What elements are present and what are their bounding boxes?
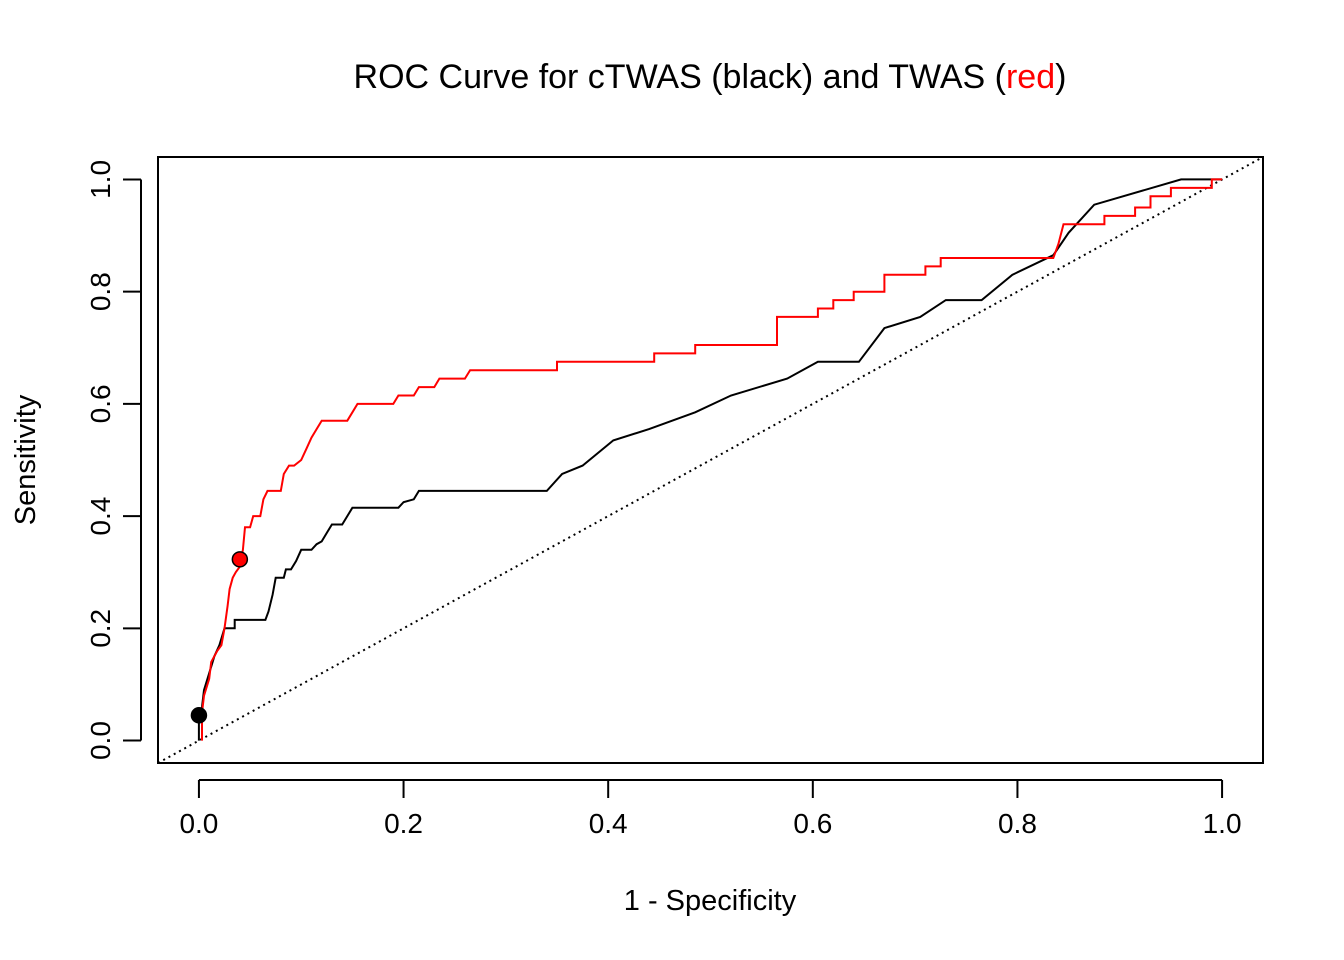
- x-tick-label: 0.8: [998, 808, 1037, 839]
- y-tick-label: 1.0: [85, 160, 116, 199]
- x-tick-label: 0.2: [384, 808, 423, 839]
- x-tick-label: 1.0: [1203, 808, 1242, 839]
- plot-frame: [157, 156, 1264, 764]
- y-axis: 0.0 0.2 0.4 0.6 0.8 1.0: [85, 160, 142, 760]
- x-tick-label: 0.0: [179, 808, 218, 839]
- chart-title-prefix: ROC Curve for cTWAS (black) and TWAS (: [354, 58, 1007, 96]
- plot-area: [157, 156, 1264, 764]
- y-axis-label: Sensitivity: [10, 394, 42, 525]
- ctwas-roc-line: [197, 178, 1223, 741]
- chart-title: ROC Curve for cTWAS (black) and TWAS (re…: [354, 58, 1067, 96]
- ctwas-threshold-marker: [190, 707, 208, 724]
- diagonal-reference-line: [157, 156, 1264, 764]
- chart-title-highlight: red: [1006, 58, 1055, 96]
- x-axis-label: 1 - Specificity: [624, 885, 797, 917]
- y-tick-label: 0.8: [85, 272, 116, 311]
- x-axis: 0.0 0.2 0.4 0.6 0.8 1.0: [179, 779, 1242, 839]
- twas-threshold-marker: [231, 551, 249, 568]
- y-tick-label: 0.6: [85, 384, 116, 423]
- chart-title-suffix: ): [1055, 58, 1066, 96]
- y-tick-label: 0.2: [85, 609, 116, 648]
- x-tick-label: 0.4: [589, 808, 628, 839]
- y-tick-label: 0.0: [85, 721, 116, 760]
- y-tick-label: 0.4: [85, 497, 116, 536]
- x-tick-label: 0.6: [793, 808, 832, 839]
